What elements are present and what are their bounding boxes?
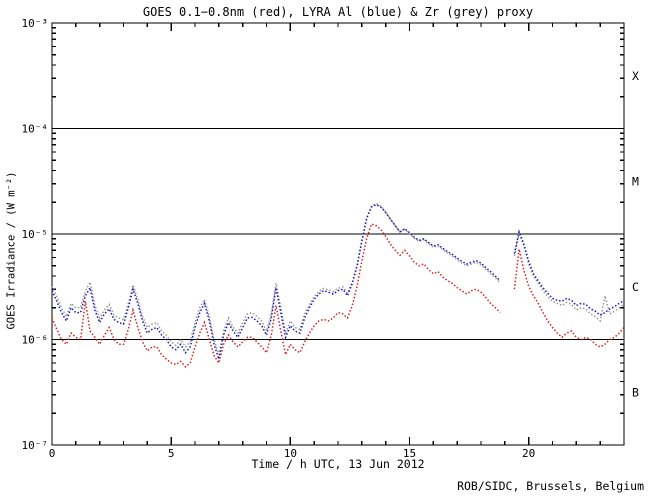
x-tick-label: 5 <box>168 447 175 460</box>
flare-class-label: M <box>632 174 639 188</box>
y-tick-label: 10⁻⁴ <box>22 123 49 136</box>
series-lyra-al-proxy <box>51 203 501 360</box>
flare-class-label: X <box>632 69 639 83</box>
series-lyra-zr-proxy <box>513 230 625 323</box>
x-tick-label: 20 <box>522 447 535 460</box>
y-tick-label: 10⁻⁷ <box>22 439 49 452</box>
chart-title: GOES 0.1−0.8nm (red), LYRA Al (blue) & Z… <box>142 5 534 19</box>
series-lyra-zr-proxy <box>51 202 501 355</box>
y-tick-label: 10⁻⁶ <box>22 334 49 347</box>
credit-text: ROB/SIDC, Brussels, Belgium <box>457 479 644 493</box>
y-tick-label: 10⁻⁵ <box>22 228 49 241</box>
x-tick-label: 0 <box>49 447 56 460</box>
x-tick-label: 15 <box>403 447 416 460</box>
x-axis-title: Time / h UTC, 13 Jun 2012 <box>251 457 425 471</box>
series-goes-xray <box>51 223 501 368</box>
series-goes-xray <box>513 248 625 348</box>
x-tick-label: 10 <box>284 447 297 460</box>
axes <box>51 22 625 446</box>
flare-class-label: C <box>632 280 639 294</box>
series-lyra-al-proxy <box>513 229 625 317</box>
flare-class-label: B <box>632 385 639 399</box>
y-tick-label: 10⁻³ <box>22 17 49 30</box>
